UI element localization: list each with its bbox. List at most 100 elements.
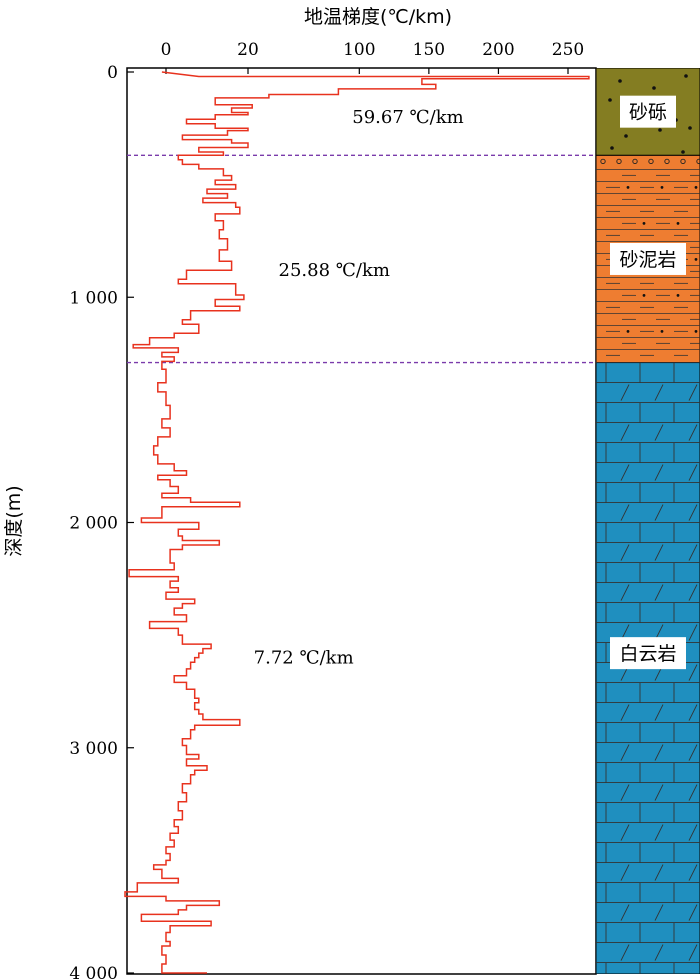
sand-dot	[694, 329, 698, 333]
dolomite-slash	[688, 784, 698, 801]
gradient-series	[124, 71, 590, 974]
y-tick-label: 1 000	[69, 288, 118, 308]
gravel-dot	[681, 150, 685, 154]
gravel-dot	[618, 79, 622, 83]
gravel-dot	[652, 86, 656, 90]
y-axis-title: 深度(m)	[3, 485, 25, 556]
dolomite-slash	[620, 744, 630, 761]
gradient-annotation: 7.72 ℃/km	[254, 648, 354, 669]
sand-dot	[660, 329, 664, 333]
dolomite-slash	[654, 944, 664, 961]
y-tick-label: 2 000	[69, 514, 118, 534]
dolomite-slash	[688, 584, 698, 601]
lithology-label: 砂砾	[620, 95, 676, 128]
dolomite-slash	[620, 464, 630, 481]
x-tick-label: 200	[482, 40, 514, 60]
x-tick-label: 150	[413, 40, 445, 60]
dolomite-slash	[688, 704, 698, 721]
dolomite-slash	[620, 864, 630, 881]
dolomite-slash	[688, 824, 698, 841]
dolomite-slash	[688, 904, 698, 921]
dolomite-slash	[620, 904, 630, 921]
label-bg	[610, 637, 686, 670]
dolomite-slash	[688, 744, 698, 761]
sand-circle	[632, 158, 638, 164]
dolomite-slash	[654, 464, 664, 481]
dolomite-slash	[654, 904, 664, 921]
gradient-line	[124, 71, 590, 974]
dolomite-slash	[688, 664, 698, 681]
gravel-dot	[658, 128, 662, 132]
sand-circle	[696, 158, 700, 164]
gravel-dot	[624, 134, 628, 138]
dolomite-slash	[654, 584, 664, 601]
sand-dot	[694, 185, 698, 189]
x-tick-label: 100	[343, 40, 375, 60]
y-tick-label: 3 000	[69, 739, 118, 759]
dolomite-slash	[620, 504, 630, 521]
lithology-name: 白云岩	[619, 643, 676, 665]
gravel-dot	[610, 146, 614, 150]
x-tick-label: 20	[237, 40, 259, 60]
sand-circle	[664, 158, 670, 164]
dolomite-slash	[688, 544, 698, 561]
x-axis-title: 地温梯度(℃/km)	[304, 6, 452, 28]
dolomite-slash	[654, 744, 664, 761]
dolomite-slash	[654, 424, 664, 441]
gradient-annotations: 59.67 ℃/km 25.88 ℃/km 7.72 ℃/km	[254, 107, 464, 669]
label-bg	[620, 95, 676, 128]
sand-circle	[680, 158, 686, 164]
dolomite-slash	[620, 704, 630, 721]
sand-dot	[694, 257, 698, 261]
dolomite-slash	[654, 544, 664, 561]
y-tick-label: 0	[107, 63, 118, 83]
dolomite-slash	[688, 944, 698, 961]
y-tick-label: 4 000	[69, 964, 118, 980]
layer-boundaries	[127, 154, 596, 364]
sand-dot	[642, 293, 646, 297]
sand-dot	[642, 221, 646, 225]
dolomite-slash	[620, 944, 630, 961]
gravel-dot	[688, 126, 692, 130]
dolomite-slash	[620, 384, 630, 401]
dolomite-slash	[654, 864, 664, 881]
dolomite-slash	[654, 384, 664, 401]
lithology-column	[596, 68, 700, 974]
sand-dot	[676, 293, 680, 297]
dolomite-slash	[620, 784, 630, 801]
dolomite-slash	[620, 544, 630, 561]
plot-frame	[126, 67, 597, 975]
dolomite-slash	[654, 704, 664, 721]
dolomite-slash	[654, 784, 664, 801]
dolomite-slash	[688, 864, 698, 881]
gradient-annotation: 59.67 ℃/km	[352, 107, 463, 128]
sand-dot	[660, 185, 664, 189]
dolomite-slash	[620, 584, 630, 601]
sand-circle	[600, 158, 606, 164]
lithology-name: 砂泥岩	[619, 249, 676, 271]
x-tick-label: 0	[161, 40, 172, 60]
x-tick-label: 250	[552, 40, 584, 60]
lithology-name: 砂砾	[629, 102, 667, 124]
dolomite-slash	[688, 504, 698, 521]
x-axis-ticks: 0 20 100 150 200 250	[161, 40, 584, 74]
dolomite-slash	[620, 424, 630, 441]
y-axis-ticks: 0 1 000 2 000 3 000 4 000	[69, 63, 134, 980]
plot-border	[126, 67, 597, 975]
sand-circle	[616, 158, 622, 164]
dolomite-slash	[688, 464, 698, 481]
sand-dot	[626, 329, 630, 333]
dolomite-slash	[688, 624, 698, 641]
dolomite-slash	[654, 504, 664, 521]
dolomite-slash	[688, 384, 698, 401]
dolomite-slash	[688, 424, 698, 441]
gravel-dot	[608, 98, 612, 102]
sand-circle	[648, 158, 654, 164]
label-bg	[610, 242, 686, 275]
gravel-dot	[684, 74, 688, 78]
gradient-annotation: 25.88 ℃/km	[279, 260, 390, 281]
dolomite-slash	[620, 824, 630, 841]
lithology-label: 砂泥岩	[610, 242, 686, 275]
sand-dot	[676, 221, 680, 225]
